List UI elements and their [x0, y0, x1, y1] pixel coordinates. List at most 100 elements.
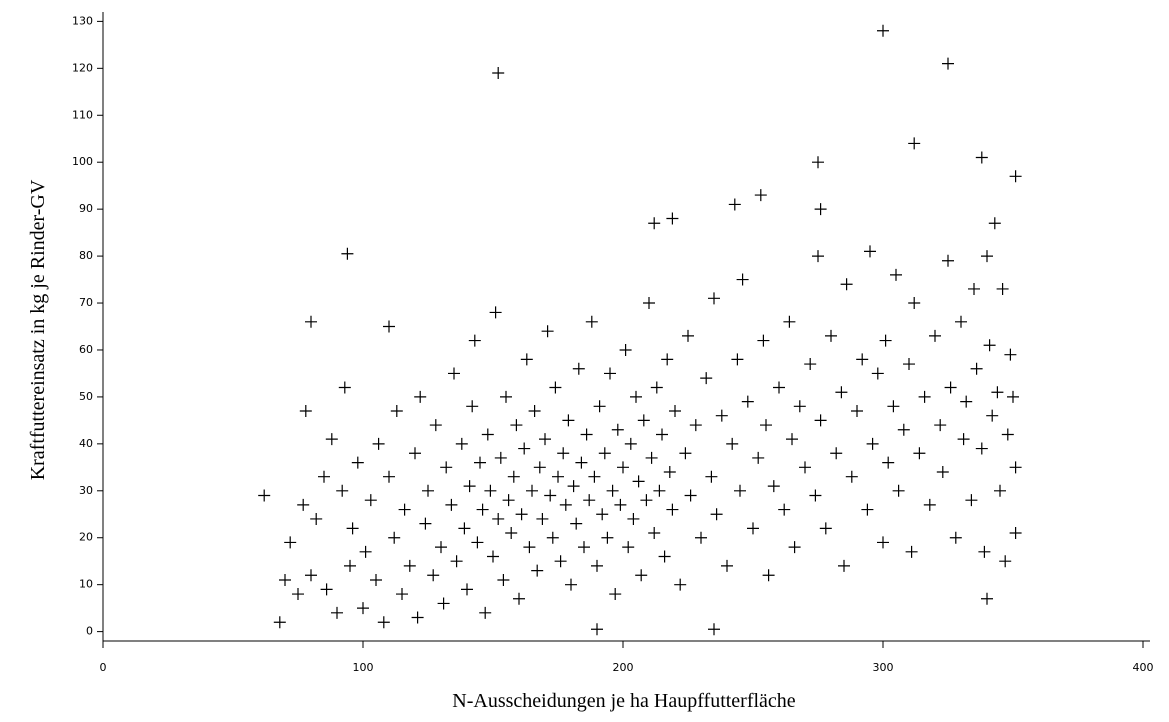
point — [487, 550, 499, 563]
point — [653, 484, 666, 497]
point — [346, 522, 359, 535]
point — [736, 273, 749, 286]
point — [903, 358, 915, 371]
point — [435, 541, 447, 554]
point — [682, 329, 694, 342]
point — [734, 484, 746, 497]
point — [892, 484, 905, 497]
point — [643, 297, 655, 310]
y-tick-label: 60 — [79, 343, 93, 356]
point — [409, 447, 421, 460]
point — [708, 292, 720, 305]
point — [526, 484, 538, 497]
point — [866, 437, 879, 450]
point — [814, 414, 827, 427]
point — [918, 390, 931, 403]
point — [864, 245, 876, 258]
point — [552, 470, 564, 483]
point — [897, 423, 910, 436]
point — [557, 447, 570, 460]
point — [541, 325, 554, 338]
point — [942, 57, 954, 70]
point — [754, 189, 767, 202]
point — [981, 592, 993, 605]
point — [273, 616, 286, 629]
point — [674, 578, 687, 591]
x-axis-label: N-Ausscheidungen je ha Haupffutterfläche — [452, 690, 796, 712]
point — [500, 390, 512, 403]
point — [981, 250, 993, 263]
point — [546, 531, 559, 544]
point — [861, 503, 874, 516]
point — [513, 592, 525, 605]
point — [411, 611, 424, 624]
point — [923, 498, 936, 511]
point — [661, 353, 674, 366]
point — [630, 390, 642, 403]
point — [908, 137, 921, 150]
point — [450, 555, 463, 568]
point — [970, 362, 983, 375]
point — [377, 616, 390, 629]
point — [669, 404, 681, 417]
point — [611, 423, 624, 436]
point — [575, 456, 588, 469]
point — [351, 456, 364, 469]
point — [840, 278, 853, 291]
point — [778, 503, 791, 516]
point — [572, 362, 585, 375]
point — [591, 559, 603, 572]
point — [461, 583, 473, 596]
point — [812, 156, 824, 169]
y-tick-label: 110 — [72, 108, 93, 121]
point — [398, 503, 411, 516]
point — [689, 419, 702, 432]
point — [598, 447, 611, 460]
point — [364, 494, 377, 507]
point — [1009, 527, 1022, 540]
point — [515, 508, 528, 521]
y-tick-label: 130 — [72, 14, 93, 27]
point — [458, 522, 471, 535]
point — [819, 522, 832, 535]
point — [484, 484, 497, 497]
point — [978, 545, 991, 558]
point — [370, 573, 382, 586]
point — [497, 573, 510, 586]
y-tick-label: 50 — [79, 390, 93, 403]
point — [284, 536, 297, 549]
point — [632, 475, 645, 488]
point — [523, 541, 536, 554]
point — [383, 470, 395, 483]
point — [949, 531, 962, 544]
point — [318, 470, 330, 483]
point — [650, 381, 663, 394]
plot-area — [258, 24, 1022, 636]
point — [383, 320, 395, 333]
point — [890, 268, 902, 281]
point — [359, 545, 372, 558]
y-tick-label: 100 — [72, 155, 93, 168]
point — [635, 569, 648, 582]
point — [721, 559, 733, 572]
point — [344, 559, 356, 572]
point — [502, 494, 515, 507]
point — [390, 404, 403, 417]
point — [728, 198, 741, 211]
point — [731, 353, 744, 366]
point — [700, 372, 713, 385]
point — [851, 404, 863, 417]
point — [427, 569, 440, 582]
point — [908, 297, 921, 310]
point — [887, 400, 900, 413]
point — [747, 522, 759, 535]
point — [468, 334, 481, 347]
point — [310, 512, 323, 525]
point — [752, 451, 765, 464]
point — [960, 395, 973, 408]
point — [567, 480, 580, 493]
point — [640, 494, 653, 507]
point — [648, 217, 661, 230]
point — [489, 306, 502, 319]
point — [762, 569, 775, 582]
